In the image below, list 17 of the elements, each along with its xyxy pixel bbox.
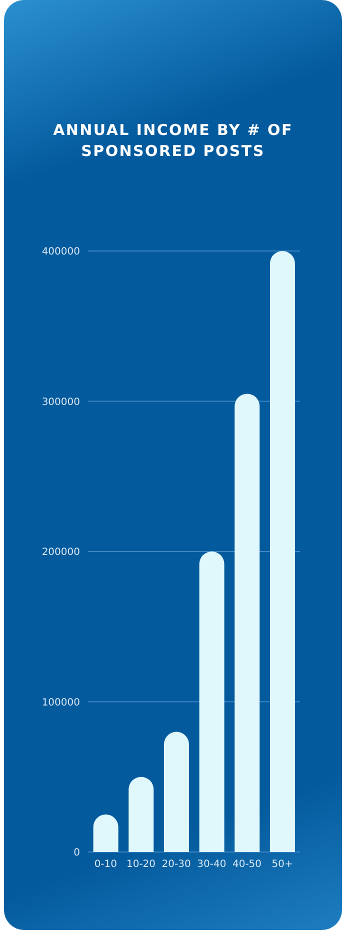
chart-title: ANNUAL INCOME BY # OF SPONSORED POSTS [52, 120, 294, 162]
y-tick-label: 300000 [42, 396, 80, 408]
bar [199, 552, 224, 852]
bar [270, 251, 295, 852]
y-tick-label: 0 [74, 848, 80, 859]
x-tick-label: 30-40 [197, 859, 226, 870]
x-tick-label: 0-10 [94, 859, 118, 870]
bar [164, 732, 189, 852]
x-tick-label: 10-20 [126, 859, 156, 870]
y-tick-label: 400000 [42, 246, 80, 258]
x-tick-label: 50+ [272, 859, 293, 870]
y-tick-label: 200000 [42, 547, 80, 558]
bar [234, 394, 260, 852]
x-tick-label: 40-50 [232, 859, 262, 870]
y-tick-label: 100000 [42, 697, 80, 708]
x-tick-label: 20-30 [162, 859, 191, 870]
bar [128, 776, 154, 852]
